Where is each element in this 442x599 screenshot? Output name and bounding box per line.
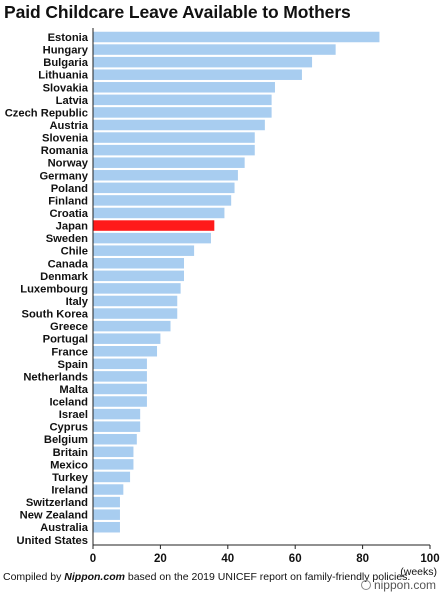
bar — [93, 119, 265, 131]
x-tick-label: 40 — [221, 553, 234, 565]
category-label: Estonia — [48, 32, 89, 44]
category-label: Britain — [53, 447, 89, 459]
bar — [93, 94, 272, 106]
category-label: Portugal — [43, 334, 88, 346]
bar — [93, 346, 158, 357]
bar — [93, 433, 137, 445]
bar — [93, 333, 161, 344]
bar — [93, 459, 134, 470]
category-label: Croatia — [49, 208, 88, 220]
brand-logo-icon — [360, 580, 371, 590]
bar — [93, 521, 120, 533]
category-label: Israel — [59, 409, 88, 421]
category-label: United States — [17, 535, 89, 547]
brand-logo: nippon.com — [360, 578, 436, 592]
category-label: Japan — [56, 221, 88, 233]
x-tick-label: 20 — [154, 553, 167, 565]
bar — [93, 358, 147, 370]
category-label: Switzerland — [26, 497, 88, 509]
bar — [93, 107, 272, 118]
category-label: Slovakia — [43, 82, 89, 94]
source-note: Compiled by Nippon.com based on the 2019… — [3, 571, 410, 584]
source-suffix: based on the 2019 UNICEF report on famil… — [124, 571, 411, 583]
bar — [93, 31, 380, 43]
category-label: Mexico — [50, 459, 88, 471]
bar — [93, 283, 181, 294]
bar — [93, 170, 238, 181]
bar — [93, 383, 147, 395]
category-label: Turkey — [52, 472, 89, 484]
category-label: Canada — [48, 258, 89, 270]
category-label: Slovenia — [42, 133, 89, 145]
category-label: Lithuania — [38, 70, 88, 82]
category-label: Cyprus — [49, 422, 88, 434]
bar — [93, 157, 245, 168]
category-label: Czech Republic — [5, 107, 88, 119]
bar — [93, 232, 211, 244]
category-label: Poland — [51, 183, 88, 195]
bar — [93, 207, 225, 219]
bar — [93, 496, 120, 508]
category-label: Ireland — [51, 485, 88, 497]
x-tick-label: 100 — [420, 553, 439, 565]
bar — [93, 44, 336, 55]
category-label: Romania — [41, 145, 89, 157]
bar — [93, 484, 124, 495]
bar — [93, 308, 178, 319]
category-label: Norway — [48, 158, 89, 170]
bar — [93, 295, 178, 307]
bar — [93, 270, 184, 282]
x-tick-label: 60 — [289, 553, 302, 565]
chart-title: Paid Childcare Leave Available to Mother… — [4, 2, 351, 22]
category-label: Austria — [49, 120, 88, 132]
bar — [93, 396, 147, 407]
bar — [93, 195, 232, 206]
brand-name: nippon.com — [373, 578, 436, 592]
bar — [93, 69, 302, 80]
x-tick-label: 80 — [356, 553, 369, 565]
category-label: Luxembourg — [20, 283, 88, 295]
bar — [93, 245, 195, 256]
category-label: Sweden — [46, 233, 88, 245]
category-label: Chile — [61, 246, 88, 258]
bar-highlight — [93, 220, 215, 231]
category-label: Germany — [39, 170, 88, 182]
source-prefix: Compiled by — [3, 571, 65, 583]
category-label: France — [51, 346, 88, 358]
category-label: Netherlands — [23, 371, 88, 383]
category-label: Finland — [48, 195, 88, 207]
category-label: Spain — [58, 359, 89, 371]
bar — [93, 258, 184, 269]
category-label: Bulgaria — [43, 57, 89, 69]
bar — [93, 371, 147, 382]
category-label: Belgium — [44, 434, 88, 446]
bar — [93, 471, 131, 483]
bar — [93, 509, 120, 520]
category-label: Latvia — [56, 95, 89, 107]
category-label: Denmark — [40, 271, 89, 283]
x-axis-unit-label: (weeks) — [400, 566, 437, 578]
bar — [93, 56, 313, 68]
source-name: Nippon.com — [64, 571, 125, 583]
category-label: Hungary — [43, 45, 89, 57]
category-label: Greece — [50, 321, 88, 333]
bar — [93, 320, 171, 332]
category-label: Iceland — [49, 397, 88, 409]
bar — [93, 421, 141, 432]
category-label: Italy — [66, 296, 89, 308]
bar — [93, 82, 275, 93]
category-label: South Korea — [21, 309, 88, 321]
category-label: New Zealand — [20, 510, 89, 522]
bar — [93, 132, 255, 143]
bar — [93, 446, 134, 458]
x-tick-label: 0 — [90, 553, 96, 565]
category-label: Australia — [40, 522, 89, 534]
bar — [93, 182, 235, 194]
bar — [93, 144, 255, 156]
category-label: Malta — [59, 384, 88, 396]
bar — [93, 408, 141, 420]
